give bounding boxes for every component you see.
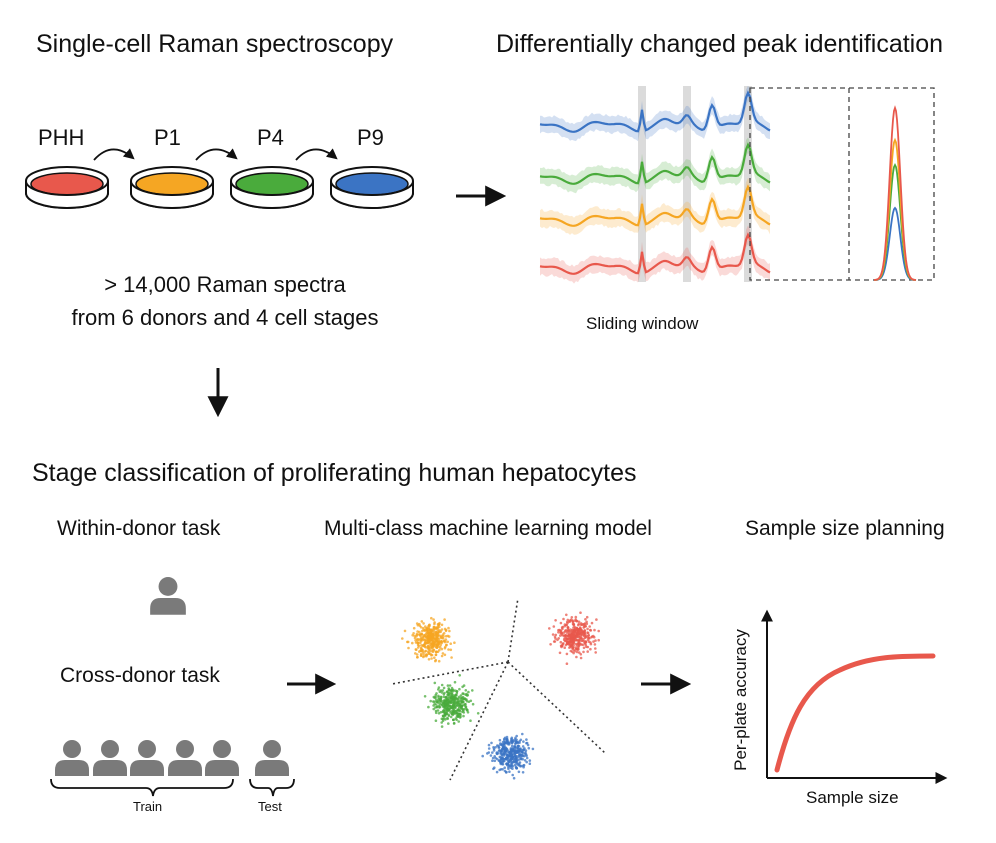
zoomed-peak-phh [874,105,916,281]
cluster-p9 [481,732,535,780]
spectrum-p9-line [539,90,771,133]
sliding-window-frame [749,87,935,281]
sliding-window-band [744,86,752,282]
stage-label-p1: P1 [154,125,181,150]
decision-boundaries [391,597,606,781]
sample-size-planning-title: Sample size planning [745,517,945,540]
ml-model-label: Multi-class machine learning model [324,517,652,540]
accuracy-chart-axes [761,609,948,784]
stage-label-phh: PHH [38,125,85,150]
test-brace [249,778,295,797]
zoomed-peak-p1 [874,137,916,281]
cluster-phh [548,611,600,665]
spectrum-phh-band [540,225,770,284]
train-brace [50,778,234,797]
petri-dish-p1 [130,166,214,209]
sliding-window-band [683,86,691,282]
person-icon-test [255,740,289,776]
stage-label-p4: P4 [257,125,284,150]
passage-arrow-p4-p9 [295,148,338,161]
petri-dish-p9 [330,166,414,209]
petri-dish-p4 [230,166,314,209]
zoomed-peak-p4 [873,162,917,281]
within-donor-task-label: Within-donor task [57,517,221,540]
test-label: Test [258,799,282,814]
raman-section-title: Single-cell Raman spectroscopy [36,30,394,58]
spectrum-p4-band [540,137,770,194]
person-icon-train-3 [130,740,164,776]
raman-spectra-plot [539,85,771,284]
spectrum-p1-band [540,177,770,235]
cluster-p1 [401,616,456,663]
dataset-summary-line1: > 14,000 Raman spectra [104,272,346,297]
person-icon-train-1 [55,740,89,776]
spectrum-p9-band [540,85,770,142]
spectrum-p1-line [539,184,771,227]
x-axis-label: Sample size [806,788,899,807]
classification-section-title: Stage classification of proliferating hu… [32,459,637,487]
person-icon-train-5 [205,740,239,776]
spectrum-p4-line [539,142,771,185]
petri-dish-phh [25,166,109,209]
train-label: Train [133,799,163,814]
sliding-window-band [638,86,646,282]
zoomed-peak-window [873,105,917,281]
dataset-summary-line2: from 6 donors and 4 cell stages [71,305,379,330]
person-icon-within-donor [150,577,186,615]
passage-arrow-p1-p4 [195,148,238,161]
person-icon-train-2 [93,740,127,776]
donor-icons [55,577,289,776]
peak-section-title: Differentially changed peak identificati… [496,30,944,58]
passage-arrow-phh-p1 [93,148,135,161]
cluster-p4 [423,674,480,728]
cross-donor-task-label: Cross-donor task [60,664,220,687]
dataset-summary: > 14,000 Raman spectra from 6 donors and… [20,268,430,334]
cluster-scatter-plot [401,611,600,780]
zoomed-peak-p9 [873,206,917,281]
spectrum-phh-line [539,232,771,275]
person-icon-train-4 [168,740,202,776]
stage-label-p9: P9 [357,125,384,150]
sliding-window-label: Sliding window [586,314,699,333]
accuracy-curve [774,653,936,773]
